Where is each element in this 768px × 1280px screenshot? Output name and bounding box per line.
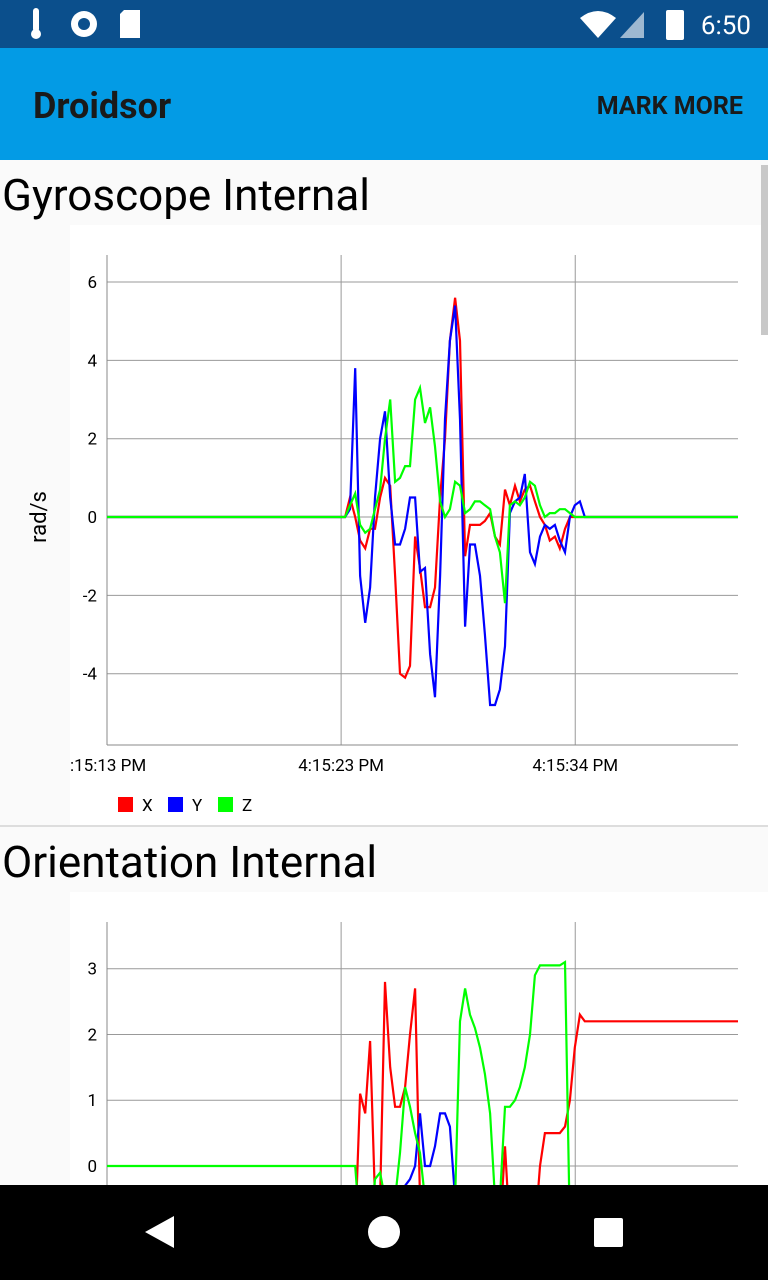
y-tick-label: 2 (87, 430, 97, 450)
nav-bar (0, 1185, 768, 1280)
data-line (107, 383, 738, 604)
legend-swatch (118, 797, 133, 812)
y-tick-label: -2 (83, 586, 97, 606)
recents-button[interactable] (594, 1218, 623, 1247)
legend-swatch (218, 797, 233, 812)
section-title: Gyroscope Internal (2, 169, 370, 221)
y-tick-label: 3 (87, 960, 97, 980)
chart-card (70, 225, 768, 825)
charts: -4 -2 0 2 4 6 :15:13 PM 4:15:23 PM 4:15:34 PM X Y Z… (70, 255, 738, 1280)
legend-label: Z (242, 796, 252, 816)
home-button[interactable] (368, 1216, 400, 1248)
section-title: Orientation Internal (2, 836, 377, 888)
legend-label: X (142, 796, 153, 816)
y-axis-label: rad/s (27, 491, 52, 543)
y-tick-label: 6 (87, 273, 97, 293)
x-tick-label: 4:15:34 PM (532, 756, 618, 776)
status-icons (31, 8, 684, 40)
y-tick-label: 1 (87, 1091, 97, 1111)
y-tick-label: 4 (87, 351, 97, 371)
y-tick-label: -4 (83, 665, 98, 685)
y-tick-label: 2 (87, 1025, 97, 1045)
data-line (107, 960, 738, 1233)
y-tick-label: 0 (87, 508, 97, 528)
data-line (107, 297, 738, 680)
app-title: Droidsor (33, 85, 171, 127)
status-time: 6:50 (701, 11, 751, 41)
scrollbar (761, 165, 768, 335)
status-bar (0, 0, 768, 48)
x-tick-label: 4:15:23 PM (298, 756, 384, 776)
y-tick-label: 0 (87, 1157, 97, 1177)
app-bar (0, 48, 768, 160)
action-button[interactable]: MARK MORE (597, 92, 743, 121)
x-tick-label: :15:13 PM (70, 756, 146, 776)
legend-label: Y (192, 796, 203, 816)
data-line (107, 305, 738, 707)
legend-swatch (168, 797, 183, 812)
back-button[interactable] (145, 1216, 174, 1248)
